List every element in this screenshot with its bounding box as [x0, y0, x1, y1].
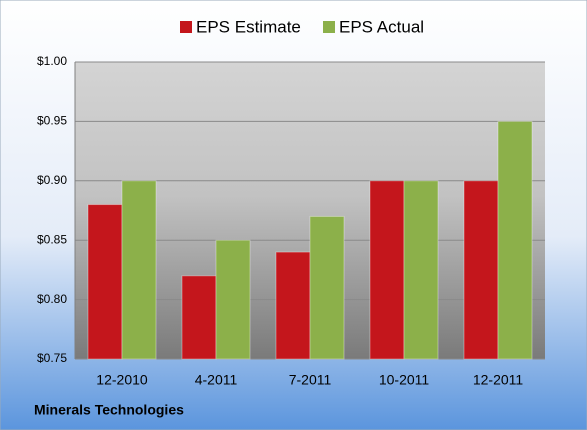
bar	[403, 180, 439, 360]
y-tick-label: $0.75	[37, 351, 67, 365]
y-tick-label: $1.00	[37, 54, 67, 68]
y-tick-label: $0.85	[37, 232, 67, 246]
legend-label: EPS Estimate	[196, 17, 301, 36]
bar	[369, 180, 405, 360]
x-tick-label: 12-2010	[96, 372, 148, 388]
y-tick-label: $0.90	[37, 173, 67, 187]
legend-swatch	[180, 21, 192, 33]
x-tick-label: 10-2011	[379, 372, 430, 388]
bar	[181, 275, 217, 360]
x-tick-label: 7-2011	[289, 372, 332, 388]
legend-swatch	[323, 21, 335, 33]
y-tick-label: $0.95	[37, 114, 67, 128]
bar	[463, 180, 499, 360]
bar	[215, 239, 251, 360]
bar	[275, 251, 311, 360]
annotation: Minerals Technologies	[34, 402, 184, 418]
bar	[87, 204, 123, 360]
bar	[121, 180, 157, 360]
y-tick-label: $0.80	[37, 292, 67, 306]
x-tick-label: 4-2011	[195, 372, 238, 388]
bar	[497, 120, 533, 360]
x-tick-label: 12-2011	[473, 372, 524, 388]
legend-label: EPS Actual	[339, 17, 424, 36]
bar	[309, 215, 345, 360]
